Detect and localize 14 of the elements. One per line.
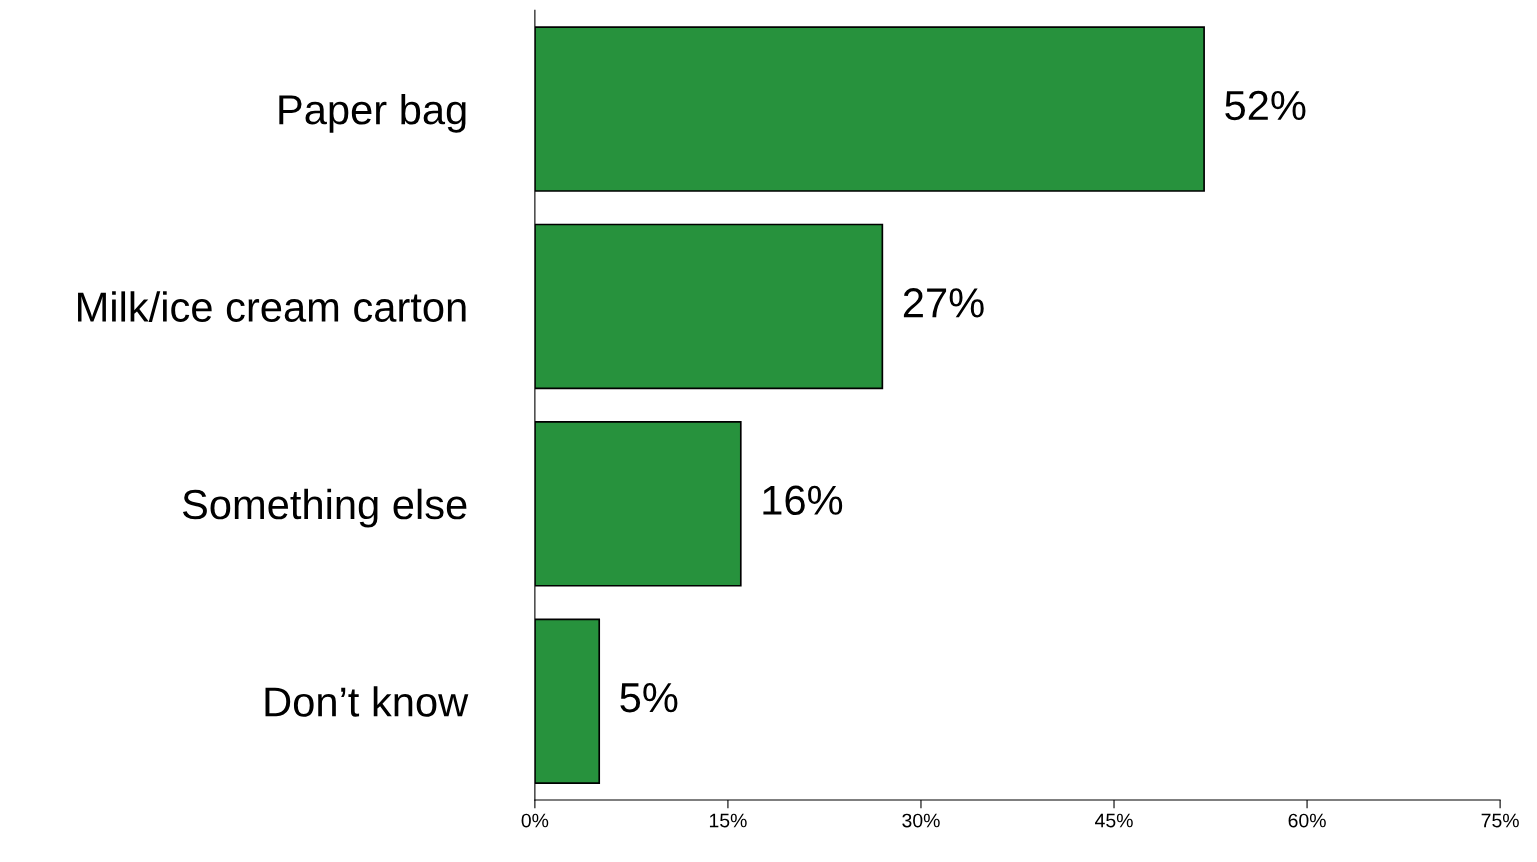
y-tick-label: Something else — [182, 488, 467, 528]
data-label: 52% — [1225, 90, 1306, 121]
x-tick-label: 60% — [1288, 813, 1326, 828]
data-label: 5% — [620, 683, 678, 713]
data-label: 27% — [903, 288, 984, 318]
x-tick-label: 30% — [902, 813, 940, 828]
x-tick-label: 75% — [1481, 813, 1519, 828]
x-tick-label: 15% — [709, 813, 747, 828]
y-tick-label: Don’t know — [265, 686, 469, 717]
y-tick-label: Paper bag — [279, 93, 466, 133]
x-tick-label: 45% — [1095, 813, 1133, 828]
x-tick-label: 0% — [521, 813, 549, 828]
data-label: 16% — [763, 485, 843, 516]
y-tick-label: Milk/ice cream carton — [78, 291, 466, 322]
